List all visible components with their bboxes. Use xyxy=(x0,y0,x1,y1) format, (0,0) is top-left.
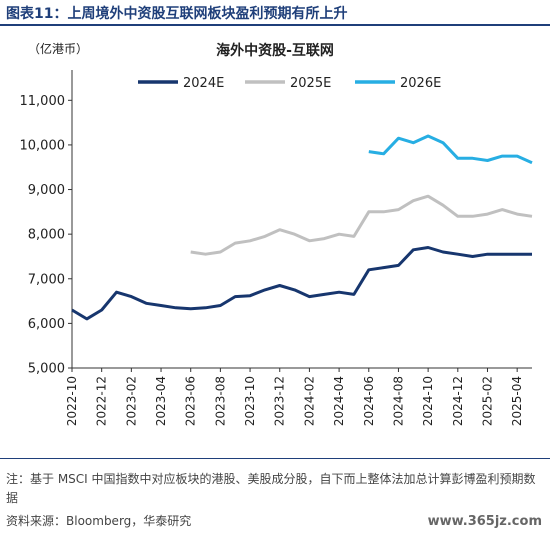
x-tick-label: 2024-02 xyxy=(302,376,316,426)
y-tick-label: 8,000 xyxy=(28,228,65,243)
y-tick-label: 7,000 xyxy=(28,272,65,287)
y-tick-label: 5,000 xyxy=(28,362,65,377)
x-tick-label: 2024-12 xyxy=(451,376,465,426)
header-bar: 图表11：上周境外中资股互联网板块盈利预期有所上升 xyxy=(0,0,550,26)
y-tick-label: 10,000 xyxy=(20,138,66,153)
y-tick-label: 9,000 xyxy=(28,183,65,198)
source-text: 资料来源：Bloomberg，华泰研究 xyxy=(6,514,192,528)
series-line-2024e xyxy=(71,246,532,321)
y-tick-label: 6,000 xyxy=(28,317,65,332)
x-tick-label: 2022-10 xyxy=(65,376,79,426)
x-tick-label: 2023-02 xyxy=(124,376,138,426)
chart-title: 海外中资股-互联网 xyxy=(216,43,334,59)
series-line-2026e xyxy=(368,134,533,165)
x-tick-label: 2023-12 xyxy=(273,376,287,426)
x-tick-label: 2023-10 xyxy=(243,376,257,426)
footer-divider xyxy=(0,458,550,459)
figure-title: 图表11：上周境外中资股互联网板块盈利预期有所上升 xyxy=(6,6,348,22)
x-tick-label: 2022-12 xyxy=(95,376,109,426)
x-tick-label: 2023-04 xyxy=(154,376,168,426)
x-tick-label: 2025-02 xyxy=(480,376,494,426)
x-tick-label: 2024-10 xyxy=(421,376,435,426)
x-tick-label: 2023-08 xyxy=(213,376,227,426)
x-tick-label: 2025-04 xyxy=(510,376,524,426)
x-tick-label: 2024-08 xyxy=(391,376,405,426)
x-tick-label: 2024-04 xyxy=(332,376,346,426)
legend-label-2026e: 2026E xyxy=(400,76,441,91)
legend-label-2024e: 2024E xyxy=(183,76,224,91)
x-tick-label: 2024-06 xyxy=(362,376,376,426)
x-tick-label: 2023-06 xyxy=(184,376,198,426)
y-tick-label: 11,000 xyxy=(20,94,66,109)
watermark: www.365jz.com xyxy=(427,514,542,529)
legend-label-2025e: 2025E xyxy=(290,76,331,91)
y-unit-label: （亿港币） xyxy=(28,42,89,56)
line-chart: 5,000 6,000 7,000 8,000 9,000 10,000 11,000 202… xyxy=(20,70,533,426)
footnote: 注：基于 MSCI 中国指数中对应板块的港股、美股成分股，自下而上整体法加总计算… xyxy=(6,472,536,505)
series-line-2025e xyxy=(190,194,533,256)
